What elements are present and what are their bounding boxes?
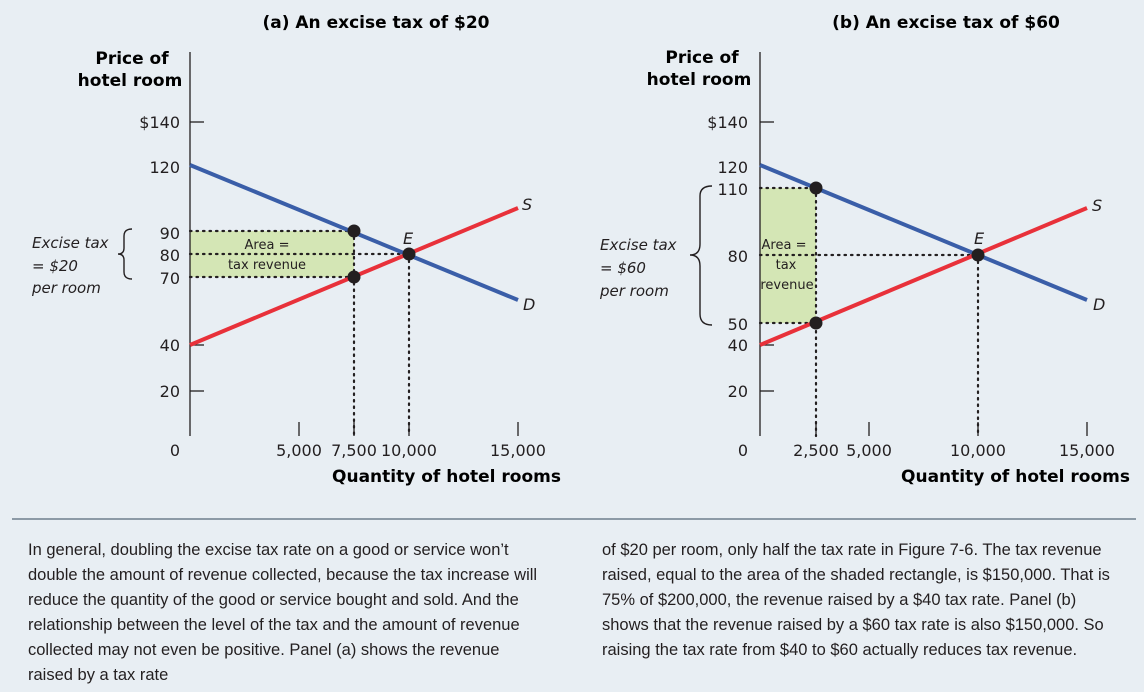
panel-a-axes xyxy=(189,52,519,436)
panel-a-equilibrium-point xyxy=(402,247,416,261)
panel-b-demand-price-point xyxy=(809,181,823,195)
panel-b-area-label-line2: tax xyxy=(776,258,797,273)
panel-b-ytick-140: $140 xyxy=(707,113,748,132)
panel-b-y-axis-title-line2: hotel room xyxy=(647,70,752,90)
panel-b-excise-tax-label-line1: Excise tax xyxy=(600,236,677,254)
panel-a-demand-price-point xyxy=(347,224,361,238)
panel-b: (b) An excise tax of $60 Price of hotel … xyxy=(599,13,1130,487)
panel-b-excise-tax-label-line3: per room xyxy=(599,282,669,300)
panel-a-ytick-120: 120 xyxy=(149,158,180,177)
panel-a-ytick-140: $140 xyxy=(139,113,180,132)
panel-b-xtick-2500: 2,500 xyxy=(793,441,839,460)
panel-b-ytick-50: 50 xyxy=(728,315,748,334)
panel-b-equilibrium-label: E xyxy=(974,229,985,248)
panel-a-supply-price-point xyxy=(347,270,361,284)
panel-a-excise-tax-label-line2: = $20 xyxy=(32,257,78,275)
panel-b-ytick-110: 110 xyxy=(717,180,748,199)
panel-b-y-axis-title-line1: Price of xyxy=(665,48,739,68)
panel-a-ytick-70: 70 xyxy=(160,269,180,288)
panel-a-equilibrium-label: E xyxy=(403,229,414,248)
panel-a-xtick-7500: 7,500 xyxy=(331,441,377,460)
panel-b-supply-price-point xyxy=(809,316,823,330)
panel-b-ytick-20: 20 xyxy=(728,382,748,401)
panel-a-xtick-10000: 10,000 xyxy=(381,441,437,460)
caption-left: In general, doubling the excise tax rate… xyxy=(28,541,538,684)
panel-a-ytick-90: 90 xyxy=(160,224,180,243)
panel-b-xtick-5000: 5,000 xyxy=(846,441,892,460)
panel-b-area-label-line3: revenue xyxy=(760,278,813,293)
panel-a-demand-label: D xyxy=(523,295,535,314)
panel-b-demand-label: D xyxy=(1093,295,1105,314)
panel-a-ytick-20: 20 xyxy=(160,382,180,401)
panel-b-ytick-80: 80 xyxy=(728,247,748,266)
panel-a-ytick-0: 0 xyxy=(170,441,180,460)
panel-b-xtick-15000: 15,000 xyxy=(1059,441,1115,460)
panel-a-xtick-5000: 5,000 xyxy=(276,441,322,460)
panel-a-ytick-80: 80 xyxy=(160,246,180,265)
panel-a-supply-label: S xyxy=(522,195,532,214)
panel-b-ytick-40: 40 xyxy=(728,336,748,355)
panel-a-brace-icon xyxy=(117,228,133,280)
panel-b-excise-tax-label-line2: = $60 xyxy=(600,259,646,277)
panel-a-ytick-40: 40 xyxy=(160,336,180,355)
panel-a-dotted-guides xyxy=(188,229,411,438)
panel-b-x-axis-title: Quantity of hotel rooms xyxy=(901,467,1130,487)
panel-b-title: (b) An excise tax of $60 xyxy=(832,13,1060,33)
panel-a-area-label-line2: tax revenue xyxy=(228,258,306,273)
panel-b-ytick-120: 120 xyxy=(717,158,748,177)
panel-b-area-label-line1: Area = xyxy=(762,238,807,253)
panel-a-x-axis-title: Quantity of hotel rooms xyxy=(332,467,561,487)
panel-b-equilibrium-point xyxy=(971,248,985,262)
panel-a-y-axis-title-line1: Price of xyxy=(95,49,169,69)
panel-a-y-axis-title-line2: hotel room xyxy=(78,71,183,91)
caption-right: of $20 per room, only half the tax rate … xyxy=(602,541,1110,659)
panel-b-supply-label: S xyxy=(1092,196,1102,215)
panel-a: (a) An excise tax of $20 Price of hotel … xyxy=(31,13,561,487)
panel-b-brace-icon xyxy=(689,185,713,326)
divider-rule xyxy=(12,518,1136,520)
panel-a-excise-tax-label-line1: Excise tax xyxy=(32,234,109,252)
panel-a-excise-tax-label-line3: per room xyxy=(31,279,101,297)
panel-a-xtick-15000: 15,000 xyxy=(490,441,546,460)
panel-b-ytick-0: 0 xyxy=(738,441,748,460)
panel-a-title: (a) An excise tax of $20 xyxy=(262,13,489,33)
panel-b-dotted-guides xyxy=(758,186,980,438)
panel-b-xtick-10000: 10,000 xyxy=(950,441,1006,460)
panel-a-area-label-line1: Area = xyxy=(245,238,290,253)
figure: (a) An excise tax of $20 Price of hotel … xyxy=(31,13,1130,487)
